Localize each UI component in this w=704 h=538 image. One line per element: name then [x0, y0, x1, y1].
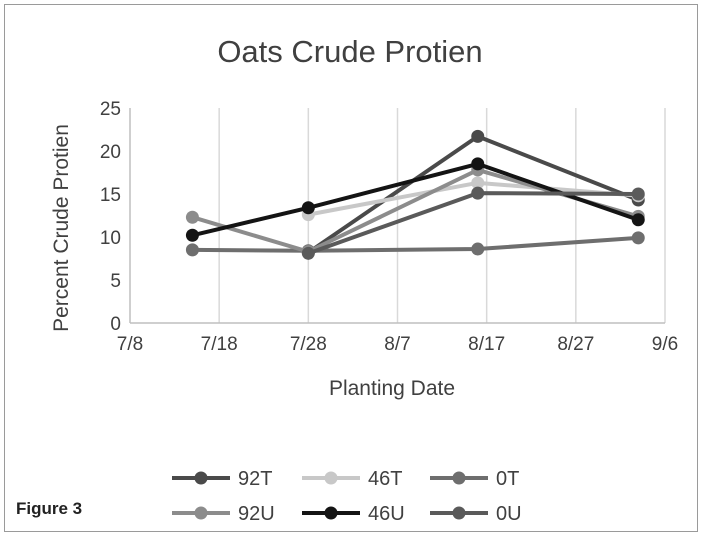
data-point-0U: [301, 246, 315, 260]
data-point-46U: [185, 228, 199, 242]
legend-item-46T: 46T: [302, 468, 402, 490]
y-tick-label: 20: [100, 142, 121, 163]
series-line-46T: [307, 180, 639, 217]
y-tick-label: 15: [100, 185, 121, 206]
legend-item-0U: 0U: [430, 503, 522, 525]
data-point-0U: [631, 187, 645, 201]
x-tick-label: 8/27: [557, 334, 594, 355]
legend-marker: [324, 506, 338, 520]
legend-label: 92T: [238, 468, 272, 490]
legend-item-0T: 0T: [430, 468, 519, 490]
legend-label: 0T: [496, 468, 519, 490]
series-layer: [185, 129, 645, 260]
figure-caption: Figure 3: [16, 499, 82, 518]
data-point-46U: [301, 201, 315, 215]
data-point-46U: [471, 157, 485, 171]
y-tick-label: 10: [100, 228, 121, 249]
legend-label: 0U: [496, 503, 522, 525]
axes: [129, 108, 665, 324]
legend-marker: [194, 471, 208, 485]
x-tick-label: 7/28: [290, 334, 327, 355]
x-axis-label: Planting Date: [329, 377, 455, 400]
legend-marker: [452, 471, 466, 485]
series-0U: [301, 186, 645, 260]
legend-marker: [452, 506, 466, 520]
x-tick-label: 8/17: [468, 334, 505, 355]
x-tick-labels: 7/8 7/18 7/28 8/7 8/17 8/27 9/6: [117, 334, 678, 355]
legend-label: 46U: [368, 503, 405, 525]
chart-frame: [4, 4, 698, 532]
y-axis-label: Percent Crude Protien: [50, 124, 73, 332]
legend-marker: [324, 471, 338, 485]
x-tick-label: 8/7: [384, 334, 410, 355]
data-point-46T: [471, 176, 485, 190]
data-point-0T: [185, 243, 199, 257]
series-line-0T: [192, 235, 639, 253]
legend-item-92U: 92U: [172, 503, 275, 525]
series-line-92U: [191, 167, 639, 254]
legend-label: 46T: [368, 468, 402, 490]
data-point-0T: [471, 242, 485, 256]
data-point-0U: [471, 186, 485, 200]
series-0T: [185, 231, 645, 258]
x-tick-label: 7/8: [117, 334, 143, 355]
legend: 92T 46T 0T 92U 46U 0U: [172, 468, 522, 525]
chart-title: Oats Crude Protien: [217, 34, 482, 69]
legend-item-46U: 46U: [302, 503, 405, 525]
data-point-0T: [631, 231, 645, 245]
y-tick-label: 5: [110, 271, 121, 292]
data-point-46U: [631, 213, 645, 227]
legend-label: 92U: [238, 503, 275, 525]
grid-lines: [218, 108, 666, 323]
y-tick-label: 25: [100, 99, 121, 120]
legend-marker: [194, 506, 208, 520]
x-tick-label: 9/6: [652, 334, 678, 355]
y-tick-labels: 0 5 10 15 20 25: [100, 99, 121, 335]
data-point-92U: [185, 210, 199, 224]
legend-item-92T: 92T: [172, 468, 272, 490]
x-tick-label: 7/18: [201, 334, 238, 355]
data-point-92T: [471, 129, 485, 143]
y-tick-label: 0: [110, 314, 121, 335]
